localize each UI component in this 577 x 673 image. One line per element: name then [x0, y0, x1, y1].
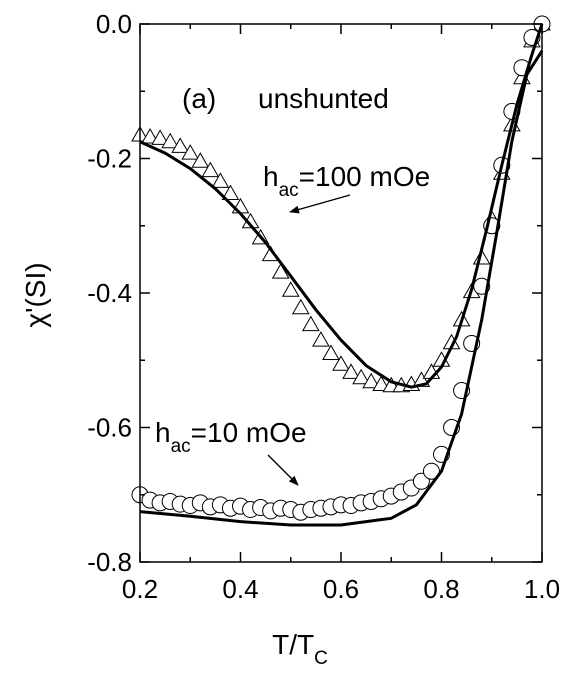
- triangle-point: [271, 263, 290, 279]
- triangle-point: [291, 298, 310, 315]
- triangle-point: [312, 331, 330, 347]
- annotation-h100: hac=100 mOe: [263, 161, 430, 201]
- y-tick-label: 0.0: [96, 9, 132, 39]
- annotation-h100-rest: =100 mOe: [299, 161, 431, 192]
- triangle-point: [191, 152, 210, 168]
- triangle-point: [362, 372, 381, 389]
- triangle-point: [322, 344, 340, 361]
- circle-point: [412, 472, 430, 490]
- panel-label: (a): [182, 83, 216, 114]
- triangle-point: [221, 184, 240, 200]
- triangle-point: [372, 375, 391, 391]
- arrow-h100: [289, 194, 351, 214]
- y-tick-label: -0.8: [87, 547, 132, 577]
- triangle-point: [231, 197, 250, 214]
- annotation-h100-main: h: [263, 161, 279, 192]
- triangle-point: [181, 144, 200, 160]
- triangle-point: [141, 127, 159, 144]
- y-axis-title: χ'(SI): [20, 262, 51, 327]
- fit-line: [139, 50, 544, 527]
- triangle-point: [352, 368, 370, 385]
- x-tick-label: 0.4: [222, 574, 258, 604]
- annotation-h10-main: h: [155, 417, 171, 448]
- annotation-h100-sub: ac: [279, 180, 299, 201]
- x-axis-title: T/TC: [272, 629, 328, 669]
- annotation-h10-rest: =10 mOe: [191, 417, 307, 448]
- arrow-h10: [267, 454, 299, 486]
- triangle-point: [161, 132, 180, 149]
- triangle-point: [201, 161, 220, 178]
- x-axis-title-main: T/T: [272, 629, 314, 660]
- annotation-h10: hac=10 mOe: [155, 417, 307, 457]
- fit-lines: [139, 23, 544, 527]
- condition-label: unshunted: [258, 83, 389, 114]
- y-tick-label: -0.4: [87, 278, 132, 308]
- triangle-point: [281, 281, 300, 297]
- triangle-point: [301, 315, 320, 332]
- triangle-point: [211, 172, 230, 188]
- x-axis-title-sub: C: [314, 648, 328, 669]
- ticks: 0.2 0.4 0.6 0.8 1.0 0.0 -0.2 -0.4 -0.6 -0.8: [87, 9, 560, 604]
- y-tick-label: -0.6: [87, 413, 132, 443]
- triangle-point: [171, 137, 190, 153]
- circle-point: [422, 462, 440, 480]
- y-tick-label: -0.2: [87, 144, 132, 174]
- x-tick-label: 0.2: [122, 574, 158, 604]
- triangle-point: [332, 355, 350, 371]
- x-tick-label: 0.6: [323, 574, 359, 604]
- triangle-point: [342, 363, 360, 379]
- triangle-point: [151, 129, 169, 145]
- x-tick-label: 0.8: [423, 574, 459, 604]
- fit-line: [139, 23, 544, 389]
- annotation-h10-sub: ac: [171, 436, 191, 457]
- x-tick-label: 1.0: [524, 574, 560, 604]
